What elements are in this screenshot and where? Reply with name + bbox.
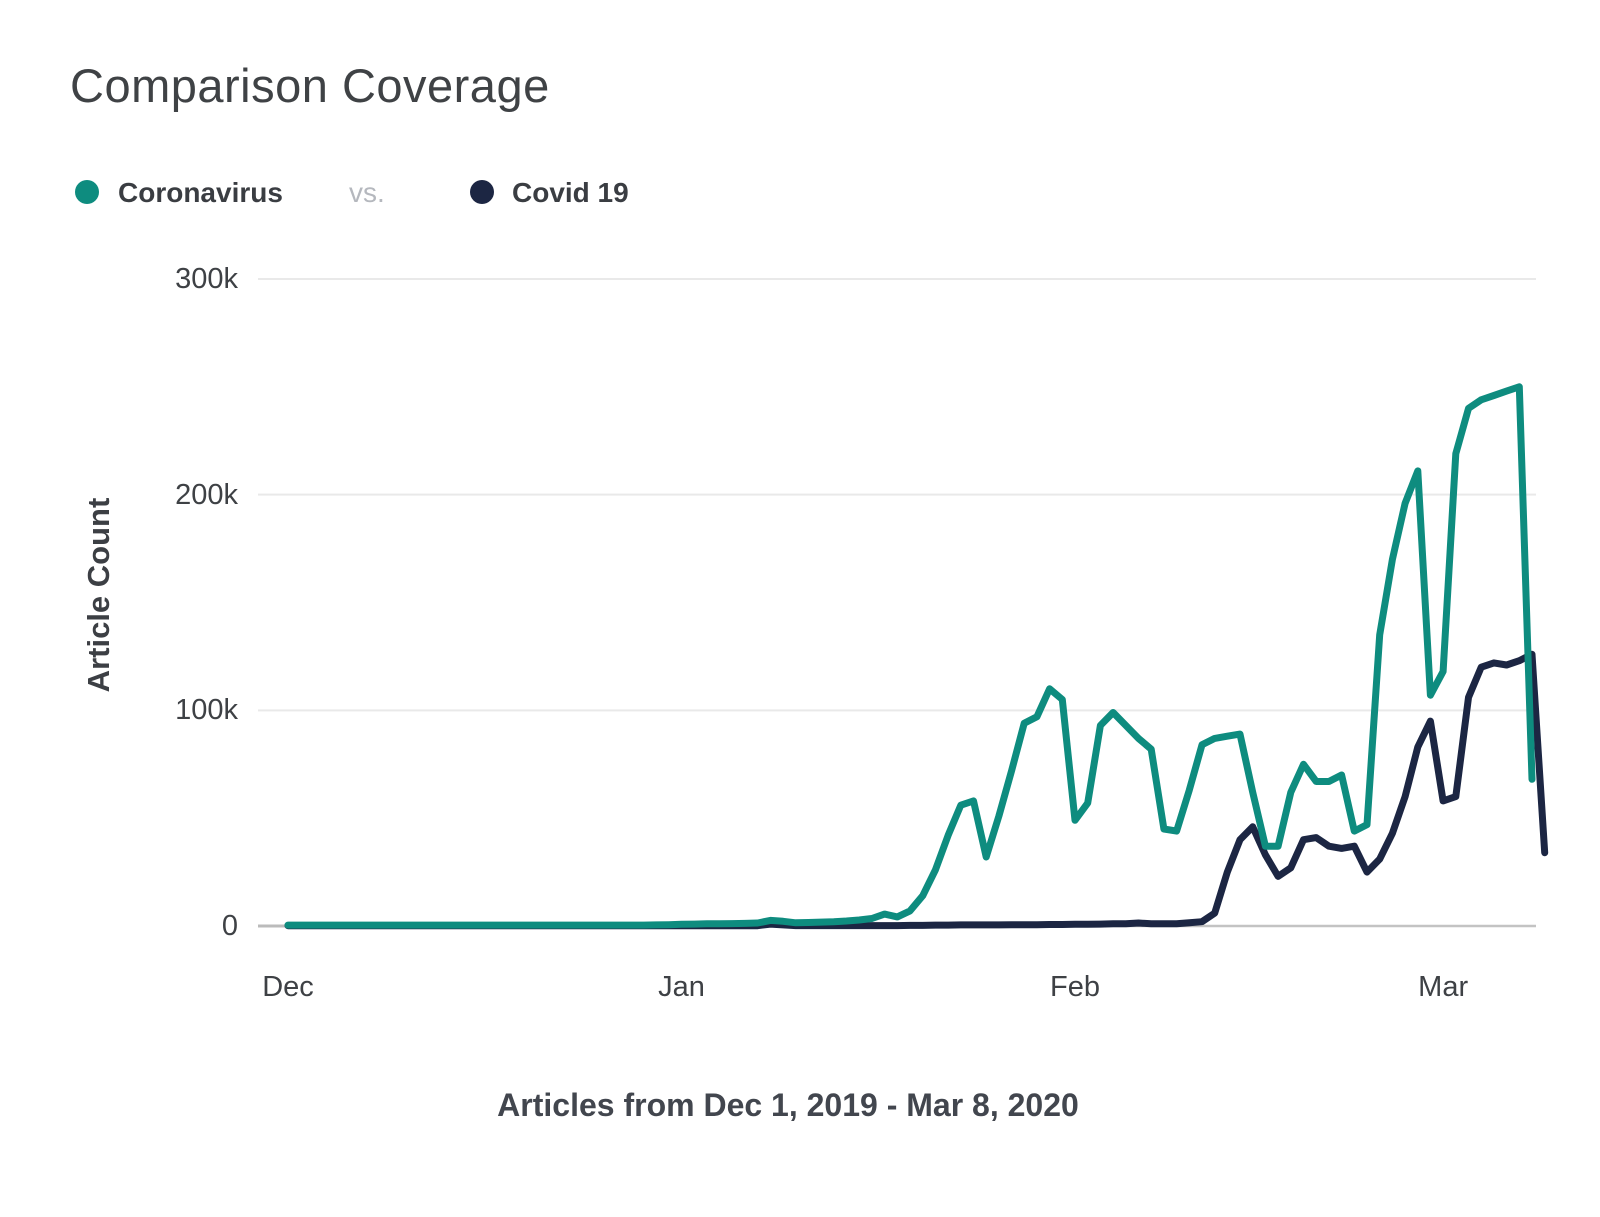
y-tick-label-200k: 200k: [175, 478, 238, 511]
series-line-coronavirus: [284, 383, 1536, 929]
covid19-series-dot-icon: [470, 180, 494, 204]
coronavirus-series-dot-icon: [75, 180, 99, 204]
y-tick-label-100k: 100k: [175, 694, 238, 727]
x-tick-label-jan: Jan: [658, 971, 705, 1003]
series-line-covid-19: [284, 650, 1549, 930]
y-tick-label-300k: 300k: [175, 263, 238, 295]
legend-label-coronavirus: Coronavirus: [118, 177, 283, 208]
x-tick-label-feb: Feb: [1050, 971, 1100, 1003]
y-tick-label-0: 0: [221, 910, 238, 942]
chart-caption: Articles from Dec 1, 2019 - Mar 8, 2020: [497, 1087, 1079, 1123]
x-tick-label-mar: Mar: [1418, 971, 1469, 1003]
x-tick-label-dec: Dec: [262, 971, 314, 1003]
legend-vs-separator: vs.: [349, 177, 385, 208]
legend-label-covid19: Covid 19: [512, 177, 629, 208]
chart-title: Comparison Coverage: [70, 59, 550, 112]
